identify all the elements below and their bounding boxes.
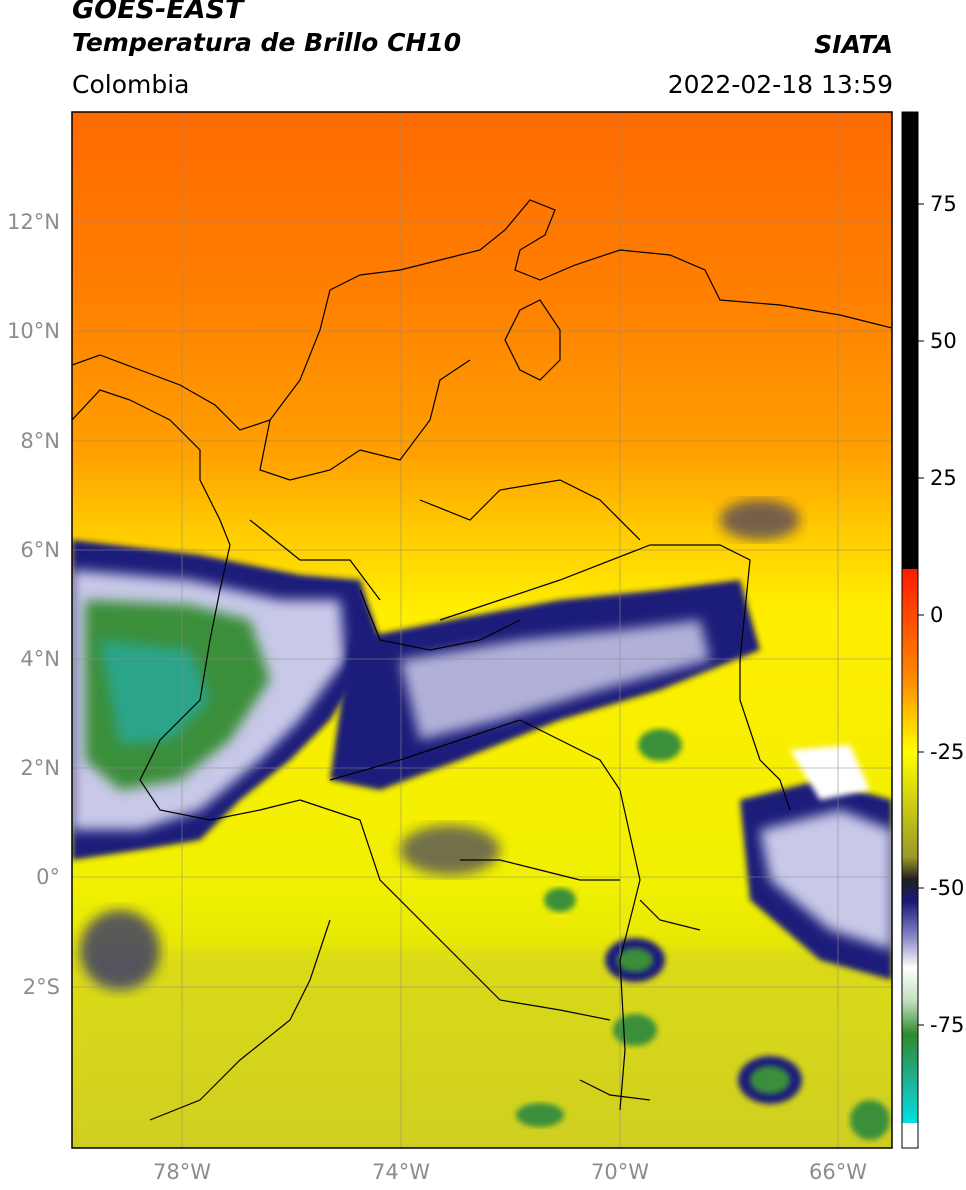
- borders: [72, 199, 892, 1121]
- lat-tick-label: 8°N: [20, 429, 60, 453]
- cloud-band: [72, 500, 892, 1140]
- colorbar-tick-label: 50: [930, 329, 957, 353]
- colorbar-tick-label: -75: [930, 1013, 965, 1037]
- lon-tick-label: 70°W: [591, 1160, 649, 1184]
- colorbar-tick-label: -50: [930, 876, 965, 900]
- lon-tick-label: 66°W: [809, 1160, 867, 1184]
- lat-tick-label: 10°N: [7, 319, 60, 343]
- colorbar-tick-label: 0: [930, 603, 944, 627]
- graticule: [72, 112, 892, 1148]
- satellite-title: GOES-EAST: [72, 0, 244, 25]
- lat-tick-label: 4°N: [20, 647, 60, 671]
- lat-tick-label: 2°N: [20, 756, 60, 780]
- colorbar-cold-end: [902, 1123, 918, 1148]
- lat-tick-label: 12°N: [7, 210, 60, 234]
- map-frame: [71, 111, 893, 1149]
- colorbar-tick-label: -25: [930, 740, 965, 764]
- brightness-temperature-field: [72, 112, 892, 1148]
- product-title: Temperatura de Brillo CH10: [72, 28, 462, 57]
- lat-tick-label: 6°N: [20, 538, 60, 562]
- lon-tick-label: 74°W: [372, 1160, 430, 1184]
- datetime-label: 2022-02-18 13:59: [667, 70, 893, 99]
- colorbar-tick-label: 25: [930, 466, 957, 490]
- region-label: Colombia: [72, 70, 190, 99]
- colorbar-gradient: [902, 569, 918, 1123]
- brand-label: SIATA: [814, 30, 893, 59]
- colorbar-frame: [901, 111, 919, 1149]
- lat-tick-label: 2°S: [22, 975, 60, 999]
- lon-tick-label: 78°W: [153, 1160, 211, 1184]
- colorbar: [901, 111, 924, 1149]
- colorbar-tick-label: 75: [930, 192, 957, 216]
- lat-tick-label: 0°: [36, 865, 60, 889]
- colorbar-hot-segment: [902, 112, 918, 569]
